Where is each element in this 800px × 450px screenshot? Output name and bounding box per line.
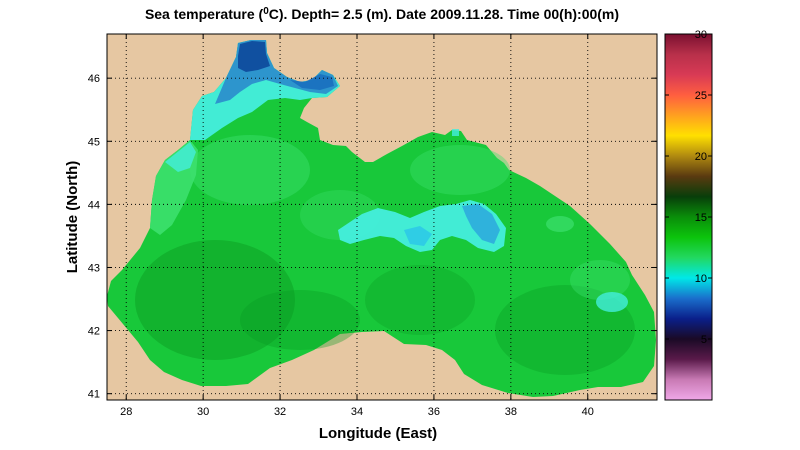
x-tick-label: 40 (582, 406, 594, 418)
light-swirl-2 (410, 145, 510, 195)
sea-area (107, 40, 656, 397)
cool-shelf-west-cyan (165, 142, 196, 172)
y-axis-label: Latitude (North) (64, 161, 81, 273)
cool-patch-east-1 (596, 292, 628, 312)
x-tick-label: 34 (351, 406, 363, 418)
x-tick-label: 38 (505, 406, 517, 418)
cold-shelf-northwest (190, 40, 340, 140)
colorbar (664, 33, 713, 401)
colorbar-tick-label: 25 (695, 90, 707, 102)
light-swirl-3 (570, 260, 630, 300)
map-title: Sea temperature (0C). Depth= 2.5 (m). Da… (145, 6, 619, 22)
x-tick-label: 36 (428, 406, 440, 418)
cold-eddy-inner (404, 226, 432, 246)
colorbar-tick-label: 30 (695, 29, 707, 41)
colorbar-tick-label: 20 (695, 151, 707, 163)
warm-patch-center (365, 265, 475, 335)
coldest-water-northwest (238, 41, 270, 72)
map-grid (107, 34, 657, 400)
colorbar-tick-label: 15 (695, 212, 707, 224)
light-swirl-1 (190, 135, 310, 205)
cool-patch-north-cape (452, 129, 459, 136)
y-tick-label: 46 (88, 73, 100, 85)
colorbar-ticks: 30 25 20 15 10 5 (665, 29, 712, 346)
x-tick-label: 32 (274, 406, 286, 418)
warm-patch-west (135, 240, 295, 360)
warm-patch-south (240, 290, 360, 350)
y-tick-label: 45 (88, 136, 100, 148)
x-tick-label: 30 (197, 406, 209, 418)
y-tick-label: 44 (88, 199, 100, 211)
cold-eddy-core (462, 204, 500, 244)
colorbar-tick-label: 10 (695, 273, 707, 285)
x-tick-label: 28 (120, 406, 132, 418)
cold-eddy-central (338, 200, 506, 252)
y-tick-label: 42 (88, 326, 100, 338)
x-axis-label: Longitude (East) (319, 425, 437, 442)
y-tick-label: 43 (88, 262, 100, 274)
colorbar-tick-label: 5 (701, 334, 707, 346)
x-ticks: 28 30 32 34 36 38 40 (120, 34, 594, 418)
cool-patch-east-2 (546, 216, 574, 232)
y-ticks: 41 42 43 44 45 46 (88, 73, 657, 401)
y-tick-label: 41 (88, 389, 100, 401)
map-axes-frame (106, 33, 658, 401)
